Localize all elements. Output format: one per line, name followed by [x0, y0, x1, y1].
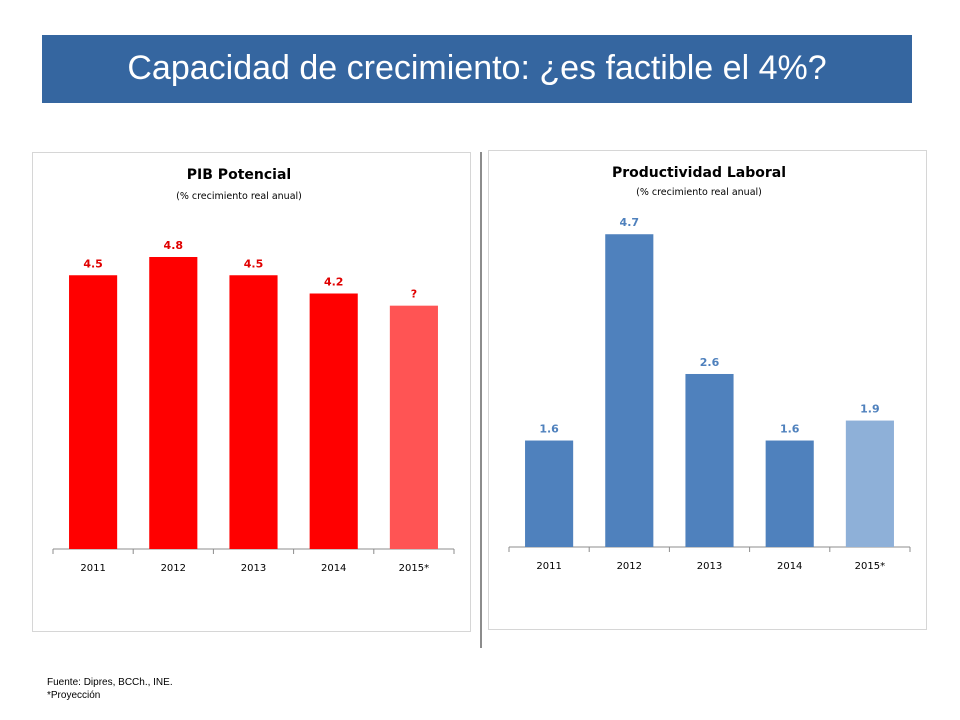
productividad-category-label: 2012 — [617, 561, 642, 572]
pib-bar — [309, 293, 358, 549]
pib-potencial-chart-panel: PIB Potencial (% crecimiento real anual) 4… — [32, 152, 471, 632]
productividad-data-label: 2.6 — [700, 356, 720, 369]
pib-category-label: 2015* — [399, 563, 429, 574]
productividad-bar — [845, 420, 894, 547]
pib-subtitle: (% crecimiento real anual) — [176, 191, 302, 202]
productividad-bar — [525, 440, 574, 547]
pib-data-label: 4.5 — [83, 257, 103, 270]
productividad-category-label: 2014 — [777, 561, 802, 572]
pib-potencial-chart: PIB Potencial (% crecimiento real anual) 4… — [52, 167, 455, 574]
source-note: Fuente: Dipres, BCCh., INE. — [47, 677, 173, 688]
pib-category-label: 2011 — [80, 563, 105, 574]
pib-data-label: ? — [411, 288, 417, 301]
pib-bar — [149, 257, 198, 549]
productividad-data-label: 1.6 — [780, 423, 800, 436]
pib-bar — [389, 305, 438, 549]
productividad-title: Productividad Laboral — [612, 165, 786, 181]
pib-category-label: 2014 — [321, 563, 346, 574]
productividad-laboral-chart: Productividad Laboral (% crecimiento real… — [508, 165, 911, 572]
productividad-category-label: 2013 — [697, 561, 722, 572]
productividad-bar — [685, 373, 734, 547]
productividad-bar — [765, 440, 814, 547]
productividad-data-label: 1.9 — [860, 403, 880, 416]
pib-bar — [229, 275, 278, 549]
title-bar: Capacidad de crecimiento: ¿es factible e… — [42, 35, 912, 103]
productividad-category-label: 2015* — [855, 561, 885, 572]
pib-data-label: 4.8 — [164, 239, 184, 252]
productividad-subtitle: (% crecimiento real anual) — [636, 187, 762, 198]
productividad-bar — [605, 234, 654, 547]
productividad-category-label: 2011 — [536, 561, 561, 572]
chart-divider — [480, 152, 482, 648]
productividad-data-label: 1.6 — [539, 423, 559, 436]
productividad-laboral-chart-panel: Productividad Laboral (% crecimiento real… — [488, 150, 927, 630]
pib-category-label: 2013 — [241, 563, 266, 574]
pib-data-label: 4.5 — [244, 257, 264, 270]
pib-data-label: 4.2 — [324, 276, 344, 289]
pib-title: PIB Potencial — [187, 167, 291, 183]
productividad-data-label: 4.7 — [620, 216, 640, 229]
pib-bar — [69, 275, 118, 549]
pib-category-label: 2012 — [161, 563, 186, 574]
projection-note: *Proyección — [47, 690, 101, 701]
slide-title: Capacidad de crecimiento: ¿es factible e… — [127, 49, 827, 87]
